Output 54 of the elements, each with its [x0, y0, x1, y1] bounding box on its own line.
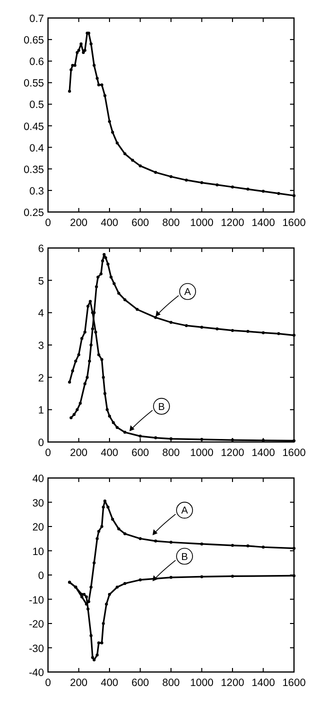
y-tick-label: 0.65 [24, 34, 44, 47]
y-tick-label: 10 [32, 546, 44, 558]
x-tick-label: 600 [131, 677, 150, 689]
annotation: B [181, 552, 188, 563]
x-tick-label: 800 [162, 217, 180, 229]
y-tick-label: 4 [38, 308, 44, 320]
x-tick-label: 1000 [190, 677, 214, 689]
y-tick-label: 5 [38, 275, 44, 288]
y-tick-label: 1 [38, 404, 44, 417]
annotation: B [158, 402, 166, 413]
x-tick-label: 800 [162, 677, 180, 689]
x-tick-label: 1000 [190, 447, 214, 459]
y-tick-label: -10 [28, 594, 44, 606]
y-tick-label: 0.4 [29, 142, 44, 154]
y-tick-label: 0.3 [29, 185, 44, 198]
y-tick-label: 2 [38, 372, 44, 384]
x-tick-label: 400 [100, 447, 118, 459]
x-tick-label: 1400 [252, 677, 276, 689]
x-tick-label: 1400 [252, 447, 276, 459]
y-tick-label: 6 [38, 243, 44, 255]
x-tick-label: 1600 [282, 447, 306, 459]
y-tick-label: -40 [28, 667, 44, 679]
y-tick-label: -30 [28, 642, 44, 655]
y-tick-label: 40 [32, 473, 44, 485]
x-tick-label: 400 [100, 677, 118, 689]
x-tick-label: 600 [131, 447, 150, 459]
y-tick-label: 0.7 [29, 13, 44, 25]
x-tick-label: 800 [162, 447, 180, 459]
annotation: A [181, 506, 188, 517]
y-tick-label: 0.6 [29, 56, 44, 68]
y-tick-label: 30 [32, 497, 44, 510]
y-tick-label: 0.45 [24, 120, 44, 133]
y-tick-label: 3 [38, 340, 44, 352]
x-tick-label: 1600 [282, 217, 306, 229]
x-tick-label: 1000 [190, 217, 214, 229]
y-tick-label: 20 [32, 522, 44, 534]
annotation: A [184, 287, 192, 298]
y-tick-label: 0.25 [24, 207, 44, 219]
x-tick-label: 1200 [220, 677, 244, 689]
y-tick-label: 0 [38, 570, 44, 582]
y-tick-label: 0.35 [24, 164, 44, 176]
x-tick-label: 200 [70, 677, 88, 689]
x-tick-label: 600 [131, 217, 150, 229]
x-tick-label: 200 [70, 447, 88, 459]
y-tick-label: 0.55 [24, 78, 44, 90]
x-tick-label: 1200 [220, 447, 244, 459]
x-tick-label: 200 [70, 217, 88, 229]
x-tick-label: 400 [100, 217, 118, 229]
y-tick-label: -20 [28, 618, 44, 630]
x-tick-label: 1200 [220, 217, 244, 229]
y-tick-label: 0 [38, 437, 44, 449]
y-tick-label: 0.5 [29, 99, 44, 112]
x-tick-label: 1400 [252, 217, 276, 229]
x-tick-label: 1600 [282, 677, 306, 689]
